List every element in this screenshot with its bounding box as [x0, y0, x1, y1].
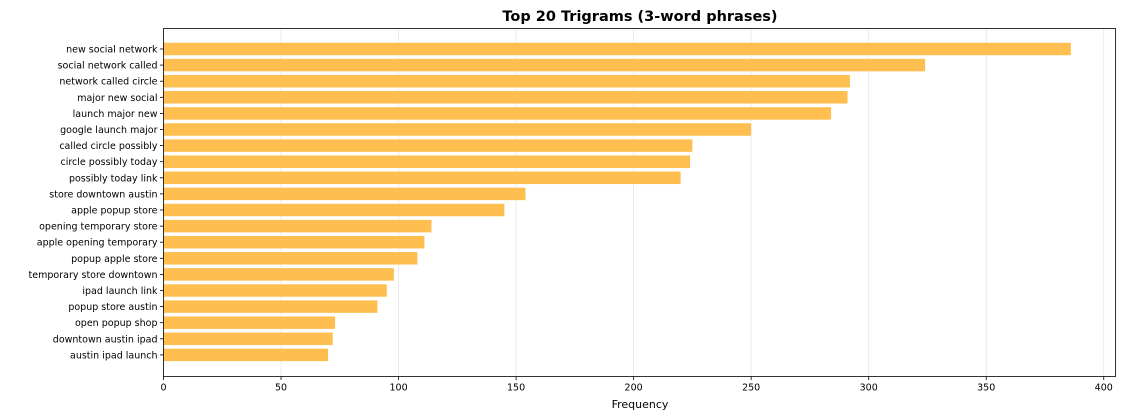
bar [163, 123, 752, 136]
x-axis-ticks: 0 50 100 150 200 250 300 350 400 [160, 376, 1113, 394]
x-tick-label: 400 [1095, 383, 1113, 394]
category-label: store downtown austin [49, 189, 157, 200]
x-tick-label: 300 [860, 383, 878, 394]
category-label: popup apple store [71, 254, 158, 265]
bar [163, 219, 432, 233]
x-axis-label: Frequency [612, 398, 669, 411]
x-tick-label: 250 [742, 383, 760, 394]
bar [163, 139, 693, 152]
category-label: possibly today link [69, 173, 158, 184]
category-label: austin ipad launch [70, 350, 158, 361]
category-label: new social network [66, 45, 158, 56]
category-label: major new social [77, 93, 157, 104]
bar [163, 155, 691, 168]
bar [163, 74, 850, 88]
category-label: called circle possibly [59, 141, 158, 152]
bar [163, 171, 681, 185]
bar [163, 58, 926, 72]
bar [163, 268, 394, 281]
bar [163, 187, 526, 201]
bars [163, 42, 1071, 362]
bar [163, 91, 848, 104]
bar [163, 332, 333, 346]
bar [163, 284, 387, 297]
y-axis-ticks: new social network social network called n… [29, 45, 164, 361]
category-label: ipad launch link [82, 286, 158, 297]
category-label: network called circle [59, 77, 157, 88]
x-tick-label: 100 [389, 383, 407, 394]
x-tick-label: 350 [977, 383, 995, 394]
bar [163, 348, 329, 362]
bar [163, 235, 425, 249]
bar [163, 203, 505, 217]
category-label: apple opening temporary [37, 238, 158, 249]
bar [163, 252, 418, 265]
category-label: popup store austin [68, 302, 157, 313]
bar [163, 300, 378, 313]
chart-title: Top 20 Trigrams (3-word phrases) [502, 9, 777, 25]
category-label: circle possibly today [61, 157, 158, 168]
category-label: downtown austin ipad [53, 334, 158, 345]
category-label: apple popup store [71, 206, 158, 217]
x-tick-label: 150 [507, 383, 525, 394]
category-label: temporary store downtown [29, 270, 158, 281]
x-tick-label: 0 [160, 383, 166, 394]
x-tick-label: 200 [625, 383, 643, 394]
bar [163, 316, 336, 329]
category-label: open popup shop [75, 318, 158, 329]
bar [163, 42, 1071, 56]
category-label: launch major new [73, 109, 158, 120]
x-tick-label: 50 [275, 383, 287, 394]
plot-frame [163, 28, 1116, 377]
bar [163, 107, 832, 120]
category-label: opening temporary store [39, 222, 158, 233]
category-label: social network called [58, 61, 158, 72]
category-label: google launch major [60, 125, 157, 136]
